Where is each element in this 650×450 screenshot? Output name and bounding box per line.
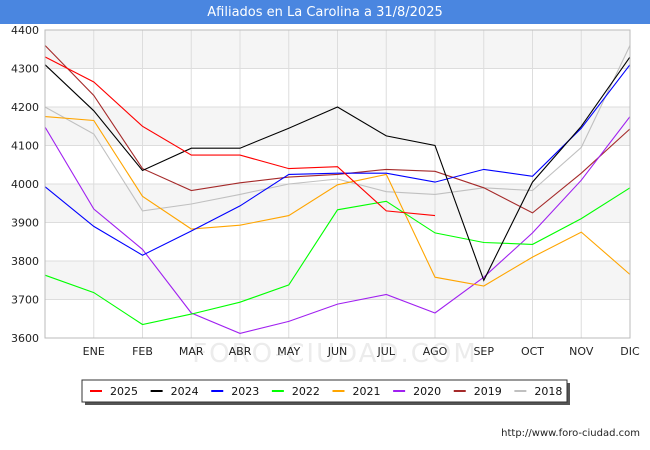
x-tick-label: ABR (229, 345, 252, 358)
series-line-2022 (44, 187, 631, 326)
legend-label-2023: 2023 (231, 385, 259, 398)
series-line-2020 (44, 116, 631, 334)
legend-label-2025: 2025 (110, 385, 138, 398)
legend-label-2020: 2020 (413, 385, 441, 398)
legend-label-2019: 2019 (474, 385, 502, 398)
series-line-2024 (44, 56, 631, 282)
series-line-2021 (44, 116, 631, 287)
series-line-2018 (44, 45, 631, 212)
legend-label-2018: 2018 (534, 385, 562, 398)
y-tick-label: 4300 (11, 63, 39, 76)
y-tick-label: 3900 (11, 217, 39, 230)
y-tick-label: 4000 (11, 178, 39, 191)
x-tick-label: MAY (277, 345, 300, 358)
x-tick-label: NOV (569, 345, 594, 358)
y-tick-label: 3700 (11, 294, 39, 307)
legend-box (81, 379, 568, 403)
x-tick-label: MAR (179, 345, 204, 358)
legend: 2025 2024 2023 2022 2021 2020 2019 2018 (81, 379, 570, 405)
y-tick-label: 4400 (11, 24, 39, 37)
legend-label-2022: 2022 (292, 385, 320, 398)
legend-label-2021: 2021 (353, 385, 381, 398)
y-tick-label: 4100 (11, 140, 39, 153)
legend-label-2024: 2024 (171, 385, 199, 398)
x-tick-label: JUL (377, 345, 396, 358)
axes: 3600 3700 3800 3900 4000 4100 4200 4300 4400 ENE F… (11, 24, 640, 358)
chart-title: Afiliados en La Carolina a 31/8/2025 (0, 0, 650, 24)
watermark: FORO-CIUDAD.COM (192, 339, 478, 369)
x-tick-label: ENE (83, 345, 105, 358)
x-tick-label: AGO (423, 345, 448, 358)
x-tick-label: OCT (521, 345, 544, 358)
y-tick-label: 4200 (11, 101, 39, 114)
source-url[interactable]: http://www.foro-ciudad.com (501, 428, 640, 439)
x-tick-label: JUN (327, 345, 348, 358)
x-tick-label: DIC (620, 345, 640, 358)
y-tick-label: 3600 (11, 332, 39, 345)
series-line-2023 (44, 64, 631, 256)
series-line-2019 (44, 45, 631, 214)
x-tick-label: FEB (132, 345, 153, 358)
x-tick-label: SEP (473, 345, 494, 358)
series-lines (44, 45, 631, 334)
plot-frame (44, 29, 631, 339)
y-tick-label: 3800 (11, 255, 39, 268)
series-line-2025 (44, 56, 436, 217)
